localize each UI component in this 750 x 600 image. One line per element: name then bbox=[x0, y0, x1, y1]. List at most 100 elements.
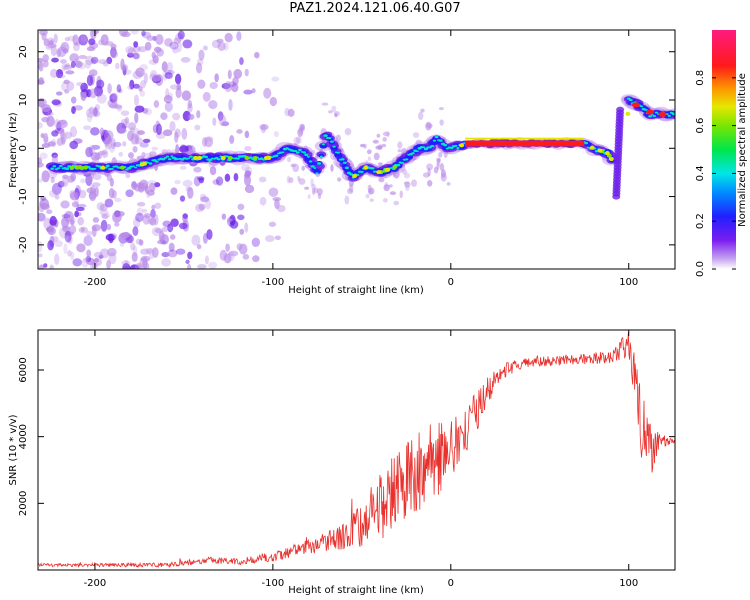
spectral-noise-blob bbox=[83, 235, 93, 247]
spectral-noise-blob bbox=[440, 169, 446, 178]
spectral-noise-blob bbox=[196, 244, 202, 250]
spectral-noise-blob bbox=[89, 88, 97, 99]
spectral-noise-blob bbox=[38, 264, 45, 269]
spectral-noise-blob bbox=[328, 110, 333, 114]
spectral-noise-blob bbox=[179, 195, 186, 202]
spectral-noise-blob bbox=[403, 181, 410, 185]
spectral-noise-blob bbox=[53, 118, 61, 129]
spectral-noise-blob bbox=[135, 67, 145, 78]
spectral-noise-blob bbox=[132, 70, 143, 80]
snr-series-line bbox=[38, 331, 675, 569]
spectral-noise-blob bbox=[86, 249, 92, 258]
spectral-hot-spot bbox=[363, 165, 369, 170]
spectral-noise-blob bbox=[99, 127, 105, 137]
spectral-noise-blob bbox=[365, 193, 370, 199]
spectral-noise-blob bbox=[251, 88, 256, 94]
spectral-noise-blob bbox=[251, 237, 261, 248]
spectrogram-x-tick-label: -200 bbox=[84, 277, 107, 288]
spectral-noise-blob bbox=[88, 69, 98, 77]
spectral-noise-blob bbox=[412, 131, 420, 138]
spectral-ridge-blob bbox=[216, 158, 221, 161]
spectral-noise-blob bbox=[49, 264, 54, 269]
spectral-hot-spot bbox=[100, 165, 106, 170]
spectral-ridge-blob bbox=[616, 106, 625, 113]
figure-title: PAZ1.2024.121.06.40.G07 bbox=[289, 1, 461, 16]
spectral-noise-blob bbox=[149, 151, 157, 158]
spectral-noise-blob bbox=[215, 176, 224, 186]
spectral-noise-blob bbox=[170, 218, 179, 227]
spectral-noise-blob bbox=[172, 112, 181, 121]
spectral-noise-blob bbox=[92, 173, 102, 181]
spectral-noise-blob bbox=[133, 41, 139, 48]
spectrogram-y-ticks: -20 -10 0 10 20 bbox=[18, 45, 675, 253]
spectral-noise-blob bbox=[75, 206, 85, 212]
spectral-noise-blob bbox=[376, 133, 381, 138]
spectral-noise-blob bbox=[436, 158, 441, 163]
spectral-noise-blob bbox=[307, 194, 311, 200]
spectral-noise-blob bbox=[51, 99, 61, 106]
spectral-noise-blob bbox=[214, 73, 219, 83]
spectral-noise-blob bbox=[118, 151, 123, 157]
spectral-noise-blob bbox=[92, 110, 101, 118]
spectral-ridge-blob bbox=[114, 165, 118, 168]
spectral-noise-blob bbox=[106, 223, 112, 231]
spectral-noise-blob bbox=[72, 42, 80, 52]
spectral-noise-blob bbox=[65, 70, 75, 75]
spectral-noise-blob bbox=[64, 230, 72, 243]
spectral-noise-blob bbox=[76, 243, 86, 253]
spectral-hot-spot bbox=[193, 155, 199, 160]
spectral-noise-blob bbox=[139, 142, 149, 148]
spectral-noise-blob bbox=[197, 176, 205, 181]
spectral-noise-blob bbox=[96, 93, 107, 104]
spectral-noise-blob bbox=[113, 141, 122, 148]
spectral-noise-blob bbox=[85, 59, 91, 69]
spectral-noise-blob bbox=[198, 203, 206, 211]
spectral-noise-blob bbox=[49, 189, 58, 198]
spectral-noise-blob bbox=[42, 60, 49, 68]
colorbar-tick-label: 0.8 bbox=[695, 70, 706, 86]
spectral-noise-blob bbox=[436, 157, 441, 161]
spectral-ridge-blob bbox=[281, 151, 285, 154]
spectral-noise-blob bbox=[66, 81, 75, 91]
spectral-noise-blob bbox=[121, 31, 131, 38]
spectral-noise-blob bbox=[224, 81, 233, 93]
spectrogram-y-tick-label: 0 bbox=[18, 145, 29, 151]
spectral-noise-blob bbox=[330, 164, 334, 172]
spectral-ridge-blob bbox=[306, 155, 310, 158]
spectral-noise-blob bbox=[134, 112, 139, 124]
spectral-noise-blob bbox=[236, 129, 243, 134]
spectral-ridge-blob bbox=[56, 167, 61, 170]
spectral-noise-blob bbox=[236, 243, 243, 251]
spectral-noise-blob bbox=[299, 123, 305, 131]
spectral-noise-blob bbox=[290, 163, 296, 168]
spectral-noise-blob bbox=[172, 47, 179, 54]
spectral-noise-blob bbox=[85, 55, 94, 66]
spectral-noise-blob bbox=[151, 51, 156, 59]
spectral-hot-spot bbox=[352, 173, 358, 178]
spectral-noise-blob bbox=[110, 46, 117, 58]
spectral-noise-blob bbox=[132, 45, 141, 53]
spectral-noise-blob bbox=[69, 126, 78, 138]
spectral-noise-blob bbox=[403, 172, 411, 179]
spectral-noise-blob bbox=[72, 34, 79, 46]
spectral-noise-blob bbox=[50, 44, 57, 57]
spectral-noise-blob bbox=[206, 229, 213, 240]
spectral-noise-blob bbox=[100, 34, 109, 46]
spectral-noise-blob bbox=[366, 149, 372, 155]
spectral-noise-blob bbox=[212, 117, 217, 126]
spectral-noise-blob bbox=[38, 79, 45, 85]
spectral-noise-blob bbox=[373, 152, 380, 161]
spectral-noise-blob bbox=[193, 166, 202, 173]
spectral-noise-blob bbox=[244, 68, 249, 77]
spectral-noise-blob bbox=[122, 141, 127, 147]
spectral-noise-blob bbox=[369, 198, 374, 202]
spectral-noise-blob bbox=[163, 95, 173, 104]
spectral-noise-blob bbox=[50, 176, 55, 184]
spectral-noise-blob bbox=[382, 137, 387, 142]
spectral-noise-blob bbox=[38, 253, 43, 258]
colorbar-label: Normalized spectral amplitude bbox=[737, 73, 748, 227]
spectral-noise-blob bbox=[109, 93, 118, 103]
spectral-noise-blob bbox=[70, 61, 76, 69]
spectrogram-x-tick-label: 0 bbox=[448, 277, 454, 288]
